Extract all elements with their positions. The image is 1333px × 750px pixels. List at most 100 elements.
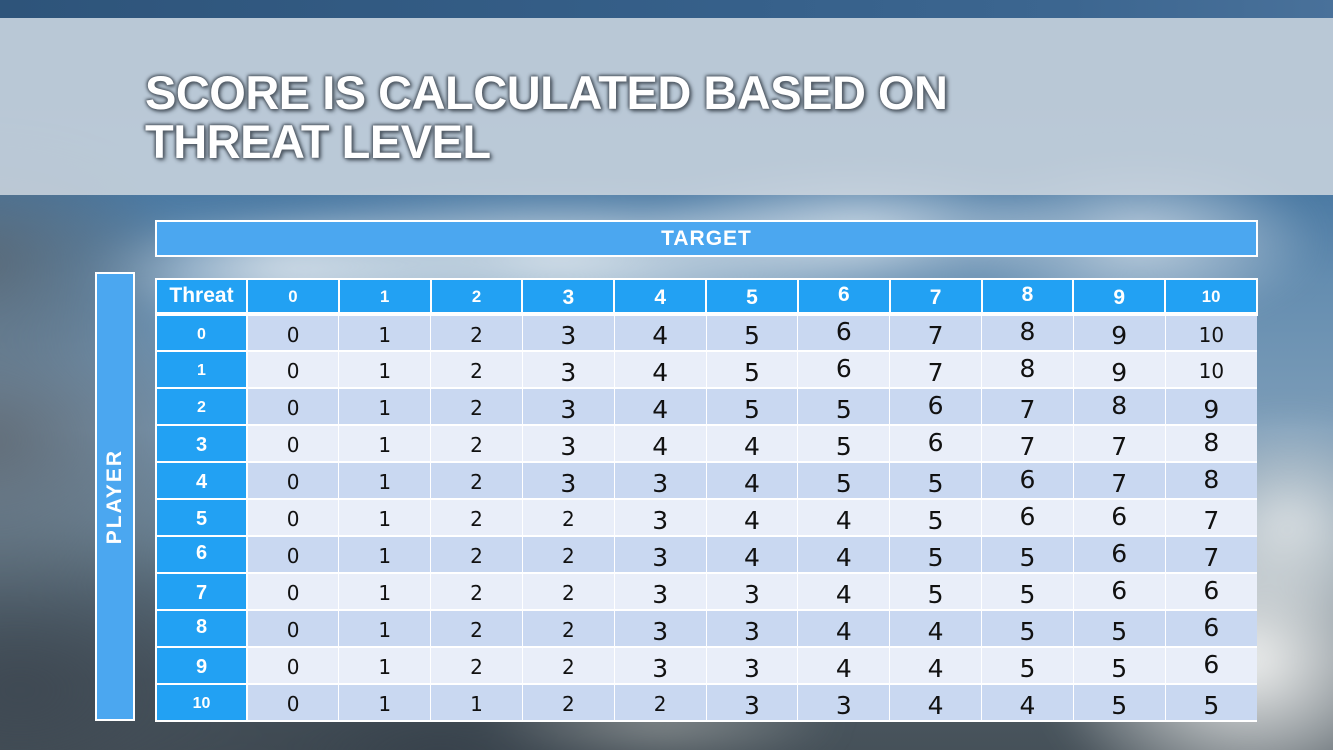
score-cell: 10 — [1164, 350, 1257, 388]
score-cell: 5 — [889, 572, 982, 610]
score-cell: 2 — [430, 350, 523, 388]
score-cell: 1 — [338, 646, 431, 684]
score-cell: 5 — [705, 350, 798, 388]
score-cell: 7 — [889, 350, 982, 388]
score-cell: 4 — [889, 609, 982, 647]
score-cell: 2 — [430, 313, 523, 351]
column-header-4: 4 — [613, 278, 708, 316]
corner-header-threat: Threat — [155, 278, 248, 316]
score-cell: 4 — [705, 498, 798, 536]
column-header-6: 6 — [796, 278, 891, 316]
score-cell: 5 — [981, 646, 1074, 684]
score-cell: 4 — [613, 313, 707, 351]
score-cell: 8 — [1164, 461, 1257, 499]
score-cell: 3 — [521, 350, 615, 388]
score-cell: 2 — [430, 424, 523, 462]
score-cell: 2 — [521, 498, 615, 536]
score-cell: 3 — [613, 461, 707, 499]
score-cell: 6 — [1072, 498, 1166, 536]
score-cell: 9 — [1072, 313, 1166, 351]
score-cell: 2 — [613, 683, 707, 721]
score-cell: 6 — [1072, 572, 1166, 610]
table-row-10: 10 0 1 1 2 2 3 3 4 4 5 5 — [155, 683, 1257, 722]
score-cell: 0 — [246, 646, 339, 684]
score-cell: 2 — [521, 535, 615, 573]
score-cell: 0 — [246, 572, 339, 610]
column-header-8: 8 — [980, 278, 1075, 316]
row-header-7: 7 — [155, 572, 248, 611]
score-cell: 5 — [797, 461, 890, 499]
score-cell: 8 — [1164, 424, 1257, 462]
table-row-1: 1 0 1 2 3 4 5 6 7 8 9 10 — [155, 350, 1257, 389]
score-cell: 3 — [521, 313, 615, 351]
score-cell: 7 — [1164, 498, 1257, 536]
score-cell: 5 — [705, 313, 798, 351]
score-cell: 0 — [246, 535, 339, 573]
score-cell: 1 — [338, 572, 431, 610]
score-cell: 4 — [705, 461, 798, 499]
score-cell: 5 — [1164, 683, 1257, 721]
row-header-9: 9 — [155, 646, 248, 685]
score-cell: 0 — [246, 609, 339, 647]
score-cell: 3 — [613, 535, 707, 573]
score-cell: 2 — [430, 572, 523, 610]
score-cell: 6 — [981, 461, 1074, 499]
score-cell: 1 — [430, 683, 523, 721]
score-cell: 1 — [338, 498, 431, 536]
score-cell: 8 — [981, 313, 1074, 351]
score-cell: 3 — [521, 387, 615, 425]
score-cell: 5 — [981, 572, 1074, 610]
score-cell: 2 — [430, 609, 523, 647]
score-cell: 10 — [1164, 313, 1257, 351]
score-cell: 7 — [1072, 424, 1166, 462]
score-cell: 4 — [797, 572, 890, 610]
score-cell: 8 — [1072, 387, 1166, 425]
slide-title-line1: SCORE IS CALCULATED BASED ON — [145, 66, 948, 119]
score-cell: 6 — [797, 350, 890, 388]
score-cell: 3 — [613, 646, 707, 684]
score-cell: 6 — [1164, 646, 1257, 684]
score-cell: 6 — [889, 387, 982, 425]
score-cell: 9 — [1164, 387, 1257, 425]
score-cell: 5 — [705, 387, 798, 425]
row-header-5: 5 — [155, 498, 248, 537]
score-cell: 1 — [338, 387, 431, 425]
score-cell: 1 — [338, 424, 431, 462]
column-header-7: 7 — [888, 278, 983, 316]
score-cell: 2 — [430, 535, 523, 573]
score-cell: 0 — [246, 683, 339, 721]
column-header-row: Threat 0 1 2 3 4 5 6 7 8 9 10 — [155, 278, 1258, 316]
score-cell: 3 — [613, 609, 707, 647]
row-header-6: 6 — [155, 535, 248, 574]
score-cell: 7 — [1164, 535, 1257, 573]
slide-title: SCORE IS CALCULATED BASED ON THREAT LEVE… — [145, 66, 948, 166]
row-header-10: 10 — [155, 683, 248, 722]
score-cell: 2 — [430, 461, 523, 499]
sky-top-strip — [0, 0, 1333, 18]
column-header-9: 9 — [1072, 278, 1167, 316]
score-cell: 1 — [338, 461, 431, 499]
score-cell: 6 — [981, 498, 1074, 536]
score-cell: 2 — [521, 683, 615, 721]
score-cell: 4 — [981, 683, 1074, 721]
table-row-0: 0 0 1 2 3 4 5 6 7 8 9 10 — [155, 313, 1257, 352]
column-header-3: 3 — [521, 278, 616, 316]
score-cell: 6 — [797, 313, 890, 351]
score-cell: 4 — [613, 424, 707, 462]
score-cell: 5 — [981, 535, 1074, 573]
player-axis-header: PLAYER — [95, 272, 135, 721]
score-cell: 9 — [1072, 350, 1166, 388]
score-cell: 2 — [521, 609, 615, 647]
score-cell: 0 — [246, 461, 339, 499]
score-cell: 5 — [797, 424, 890, 462]
score-cell: 2 — [521, 572, 615, 610]
score-cell: 5 — [981, 609, 1074, 647]
score-cell: 4 — [889, 646, 982, 684]
score-cell: 3 — [521, 424, 615, 462]
